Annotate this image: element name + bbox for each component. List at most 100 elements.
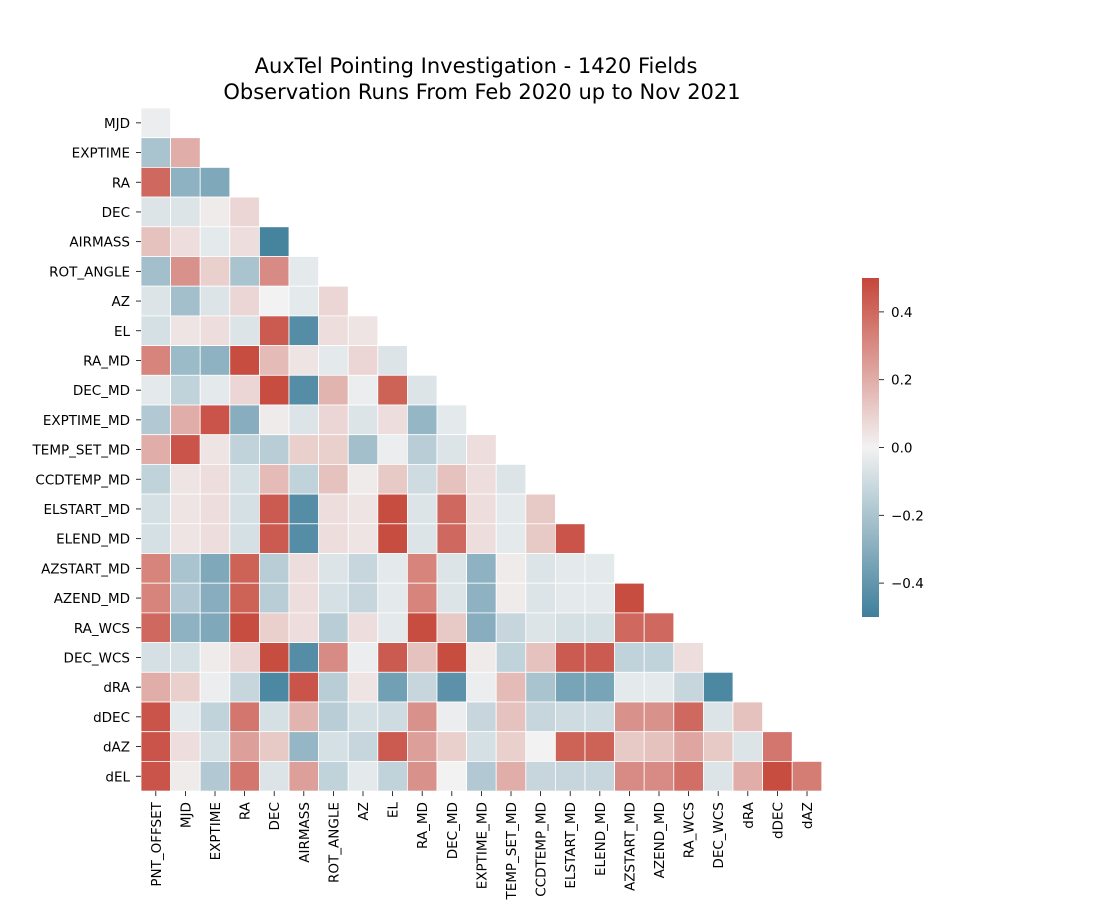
y-tick-label: EL [114, 324, 131, 340]
heatmap-cell-dEL-DEC [258, 761, 290, 792]
heatmap-cell-AZEND_MD-EL [377, 582, 408, 614]
y-tick-label: dEL [105, 769, 130, 785]
x-tick-label: EXPTIME [208, 802, 224, 860]
heatmap-cell-AZEND_MD-TEMP_SET_MD [495, 582, 527, 614]
heatmap-cell-TEMP_SET_MD-DEC [258, 434, 290, 465]
heatmap-cell-RA_MD-AZ [347, 345, 379, 376]
x-tick-label: DEC_MD [445, 802, 461, 859]
heatmap-cell-CCDTEMP_MD-AIRMASS [288, 463, 320, 495]
heatmap-cell-DEC_MD-AZ [347, 374, 379, 406]
heatmap-cell-AZSTART_MD-PNT_OFFSET [140, 553, 172, 584]
heatmap-cell-EL-MJD [170, 315, 201, 346]
heatmap-cell-ELSTART_MD-EXPTIME [199, 493, 231, 525]
heatmap-cell-TEMP_SET_MD-RA_MD [406, 434, 438, 465]
heatmap-cell-dRA-ELSTART_MD [555, 671, 586, 703]
heatmap-cell-DEC_MD-DEC [258, 374, 290, 406]
heatmap-cell-dDEC-RA_WCS [673, 701, 704, 733]
heatmap-cell-DEC_WCS-AZEND_MD [643, 642, 675, 673]
heatmap-cell-dEL-dRA [732, 761, 764, 792]
heatmap-cell-dDEC-DEC [258, 701, 290, 733]
heatmap-cell-RA_WCS-AZEND_MD [643, 612, 675, 644]
heatmap-cell-CCDTEMP_MD-EXPTIME_MD [466, 463, 497, 495]
x-tick-label: AZ [356, 802, 372, 820]
heatmap-cell-dEL-RA [229, 761, 260, 792]
heatmap-cell-RA_WCS-EL [377, 612, 408, 644]
heatmap-cell-dRA-RA_WCS [673, 671, 704, 703]
heatmap-cell-RA_WCS-ROT_ANGLE [318, 612, 349, 644]
heatmap-cell-RA-PNT_OFFSET [140, 166, 172, 198]
heatmap-cell-EXPTIME_MD-AIRMASS [288, 404, 320, 436]
heatmap-cell-DEC_MD-EXPTIME [199, 374, 231, 406]
heatmap-cell-AZ-EXPTIME [199, 285, 231, 317]
heatmap-cell-dRA-DEC_MD [436, 671, 468, 703]
heatmap-cell-dEL-ELEND_MD [584, 761, 616, 792]
heatmap-cell-AZ-MJD [170, 285, 201, 317]
heatmap-cell-RA_WCS-EXPTIME [199, 612, 231, 644]
heatmap-cell-ELEND_MD-MJD [170, 523, 201, 554]
heatmap-cell-AZEND_MD-ROT_ANGLE [318, 582, 349, 614]
heatmap-cell-dRA-ELEND_MD [584, 671, 616, 703]
heatmap-cell-AZSTART_MD-EXPTIME_MD [466, 553, 497, 584]
heatmap-cell-DEC_WCS-RA_WCS [673, 642, 704, 673]
heatmap-cell-dEL-AZ [347, 761, 379, 792]
x-tick-label: MJD [178, 802, 194, 828]
heatmap-cell-ELEND_MD-TEMP_SET_MD [495, 523, 527, 554]
heatmap-cell-ELSTART_MD-AZ [347, 493, 379, 525]
heatmap-cell-RA_WCS-EXPTIME_MD [466, 612, 497, 644]
x-tick-label: EL [386, 802, 402, 819]
heatmap-cell-EL-EXPTIME [199, 315, 231, 346]
heatmap-cell-TEMP_SET_MD-MJD [170, 434, 201, 465]
heatmap-cell-AIRMASS-DEC [258, 226, 290, 257]
heatmap-cell-AZ-RA [229, 285, 260, 317]
heatmap-cell-dAZ-AZEND_MD [643, 731, 675, 762]
colorbar-tick-label: 0.4 [891, 305, 912, 321]
heatmap-cell-AIRMASS-MJD [170, 226, 201, 257]
heatmap-cell-ELEND_MD-ELSTART_MD [555, 523, 586, 554]
heatmap-cell-RA-EXPTIME [199, 166, 231, 198]
heatmap-cell-dAZ-RA [229, 731, 260, 762]
x-tick-label: TEMP_SET_MD [504, 802, 520, 900]
heatmap-cell-AZ-ROT_ANGLE [318, 285, 349, 317]
heatmap-cell-dRA-EXPTIME_MD [466, 671, 497, 703]
heatmap-cell-AIRMASS-EXPTIME [199, 226, 231, 257]
colorbar: 0.4 0.2 0.0 −0.2 −0.4 [862, 278, 924, 617]
x-tick-label: dRA [741, 801, 757, 828]
y-tick-label: AZ [112, 294, 130, 310]
heatmap-cell-ROT_ANGLE-RA [229, 256, 260, 287]
heatmap-cell-ELSTART_MD-EL [377, 493, 408, 525]
heatmap-cell-dAZ-DEC [258, 731, 290, 762]
heatmap-cell-CCDTEMP_MD-RA [229, 463, 260, 495]
heatmap-cell-TEMP_SET_MD-EL [377, 434, 408, 465]
heatmap-cell-dEL-ROT_ANGLE [318, 761, 349, 792]
heatmap-cell-AZSTART_MD-ELEND_MD [584, 553, 616, 584]
heatmap-cell-DEC_WCS-AZ [347, 642, 379, 673]
heatmap-cell-RA_WCS-RA_MD [406, 612, 438, 644]
x-tick-label: CCDTEMP_MD [534, 802, 550, 897]
heatmap-cell-dAZ-RA_MD [406, 731, 438, 762]
heatmap-cell-CCDTEMP_MD-DEC [258, 463, 290, 495]
heatmap-cell-dEL-PNT_OFFSET [140, 761, 172, 792]
heatmap-cell-RA_MD-MJD [170, 345, 201, 376]
heatmap-cell-CCDTEMP_MD-AZ [347, 463, 379, 495]
heatmap-cell-ELEND_MD-AZ [347, 523, 379, 554]
heatmap-cell-ROT_ANGLE-AIRMASS [288, 256, 320, 287]
heatmap-cell-TEMP_SET_MD-EXPTIME [199, 434, 231, 465]
heatmap-cell-dEL-dAZ [791, 761, 823, 792]
chart-subtitle: Observation Runs From Feb 2020 up to Nov… [223, 80, 740, 104]
heatmap-cell-ELEND_MD-EL [377, 523, 408, 554]
heatmap-cell-dRA-ROT_ANGLE [318, 671, 349, 703]
heatmap-cell-DEC_WCS-MJD [170, 642, 201, 673]
heatmap-cell-AZEND_MD-ELEND_MD [584, 582, 616, 614]
y-tick-label: DEC [102, 205, 130, 221]
heatmap-cell-dEL-dDEC [762, 761, 793, 792]
heatmap-cell-AZSTART_MD-DEC_MD [436, 553, 468, 584]
heatmap-cell-RA_WCS-DEC_MD [436, 612, 468, 644]
heatmap-cell-dDEC-EXPTIME [199, 701, 231, 733]
heatmap-cell-dAZ-DEC_MD [436, 731, 468, 762]
heatmap-cell-ELSTART_MD-MJD [170, 493, 201, 525]
heatmap-cell-DEC_WCS-EXPTIME [199, 642, 231, 673]
heatmap-cell-dRA-PNT_OFFSET [140, 671, 172, 703]
heatmap-cell-AZSTART_MD-AZ [347, 553, 379, 584]
x-tick-label: dDEC [770, 802, 786, 839]
heatmap-cell-AZEND_MD-EXPTIME [199, 582, 231, 614]
